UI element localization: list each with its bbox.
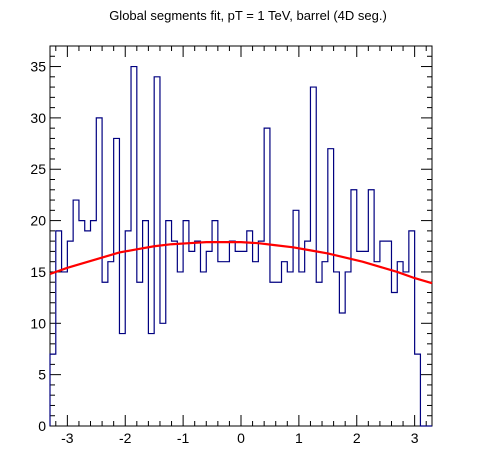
y-tick-label: 15 (30, 264, 46, 280)
y-tick-label: 30 (30, 110, 46, 126)
chart-title: Global segments fit, pT = 1 TeV, barrel … (109, 8, 387, 23)
y-tick-label: 10 (30, 315, 46, 331)
y-tick-label: 25 (30, 161, 46, 177)
y-tick-label: 20 (30, 213, 46, 229)
y-tick-label: 35 (30, 59, 46, 75)
x-tick-label: -1 (177, 430, 190, 446)
fit-curve-series (49, 241, 433, 285)
x-tick-label: 3 (411, 430, 419, 446)
x-tick-label: 1 (295, 430, 303, 446)
histogram-step-line (49, 65, 432, 427)
x-tick-label: -3 (61, 430, 74, 446)
x-tick-label: 2 (353, 430, 361, 446)
fit-curve (49, 241, 433, 285)
x-tick-label: 0 (237, 430, 245, 446)
y-tick-label: 5 (38, 367, 46, 383)
y-tick-label: 0 (38, 418, 46, 434)
histogram-series (49, 65, 432, 427)
x-tick-label: -2 (119, 430, 132, 446)
